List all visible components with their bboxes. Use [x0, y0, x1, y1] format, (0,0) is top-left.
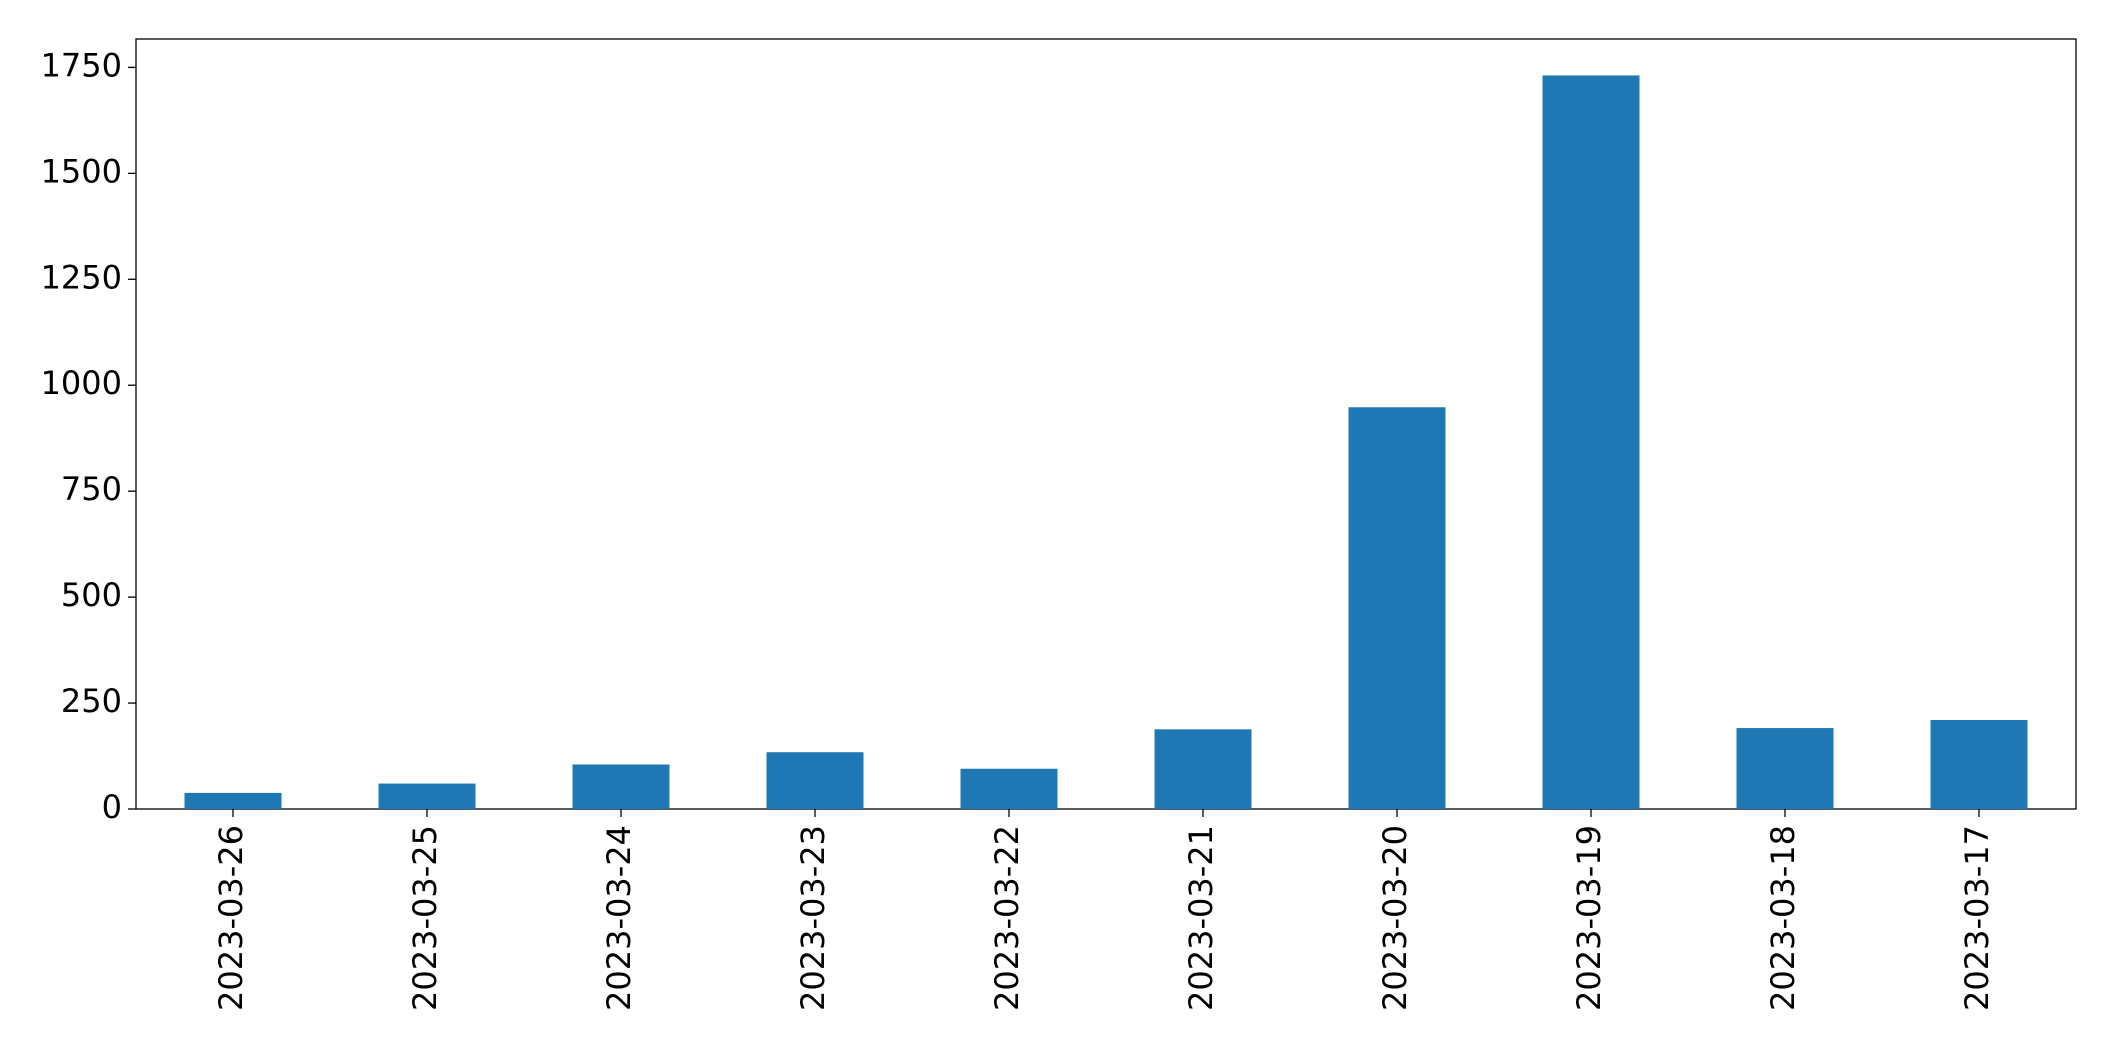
- y-tick-label: 1250: [41, 258, 122, 296]
- x-tick-label: 2023-03-24: [600, 825, 638, 1011]
- bar: [766, 752, 864, 809]
- y-tick-label: 500: [61, 576, 122, 614]
- bar: [572, 764, 670, 809]
- y-tick-label: 250: [61, 682, 122, 720]
- bar: [184, 792, 282, 809]
- bar: [1542, 75, 1640, 809]
- x-tick-label: 2023-03-25: [406, 825, 444, 1011]
- x-tick-label: 2023-03-19: [1570, 825, 1608, 1011]
- y-tick-label: 1000: [41, 364, 122, 402]
- x-tick-label: 2023-03-17: [1958, 825, 1996, 1011]
- x-tick-label: 2023-03-23: [794, 825, 832, 1011]
- y-tick-label: 1500: [41, 152, 122, 190]
- plot-frame: [135, 38, 2077, 810]
- x-tick-label: 2023-03-21: [1182, 825, 1220, 1011]
- bar: [1348, 407, 1446, 809]
- bar: [1736, 728, 1834, 809]
- y-tick-label: 750: [61, 470, 122, 508]
- y-tick-label: 1750: [41, 46, 122, 84]
- bar: [960, 768, 1058, 809]
- x-tick-label: 2023-03-18: [1764, 825, 1802, 1011]
- bar: [378, 783, 476, 809]
- bar: [1154, 729, 1252, 809]
- y-tick-label: 0: [102, 788, 122, 826]
- x-tick-label: 2023-03-22: [988, 825, 1026, 1011]
- bar: [1930, 720, 2028, 809]
- x-tick-label: 2023-03-26: [212, 825, 250, 1011]
- x-tick-label: 2023-03-20: [1376, 825, 1414, 1011]
